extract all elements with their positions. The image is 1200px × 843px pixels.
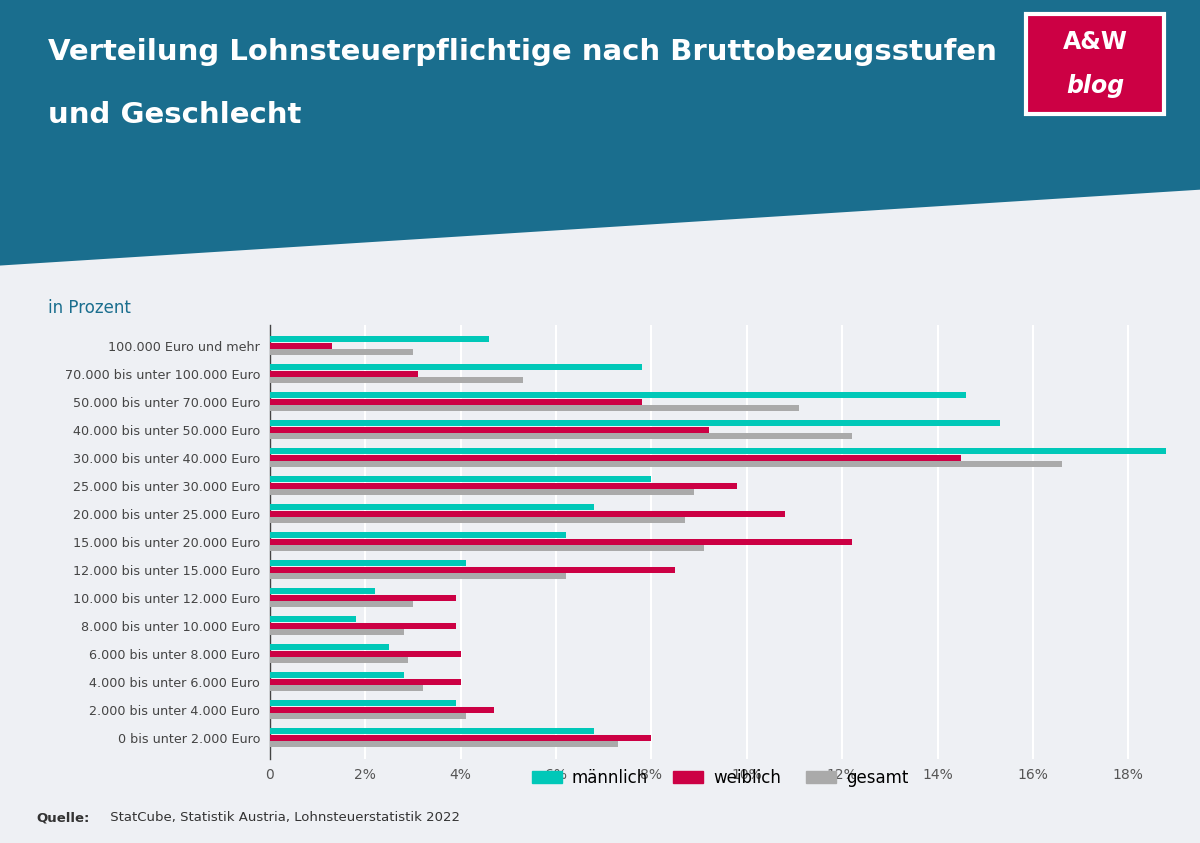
Bar bbox=[270, 601, 413, 607]
Bar bbox=[270, 685, 422, 691]
Polygon shape bbox=[0, 0, 1200, 266]
Text: Verteilung Lohnsteuerpflichtige nach Bruttobezugsstufen: Verteilung Lohnsteuerpflichtige nach Bru… bbox=[48, 38, 997, 66]
Bar bbox=[270, 399, 642, 405]
Bar bbox=[270, 532, 565, 538]
Bar bbox=[270, 545, 704, 551]
Bar bbox=[270, 461, 1062, 467]
Bar bbox=[270, 741, 618, 747]
Bar bbox=[270, 427, 709, 432]
Bar bbox=[270, 489, 695, 495]
Bar bbox=[270, 504, 594, 510]
Text: und Geschlecht: und Geschlecht bbox=[48, 101, 301, 129]
Bar bbox=[270, 349, 413, 355]
Bar bbox=[270, 706, 494, 712]
Legend: männlich, weiblich, gesamt: männlich, weiblich, gesamt bbox=[532, 769, 908, 787]
Bar bbox=[270, 651, 461, 657]
Text: A&W: A&W bbox=[1062, 30, 1128, 54]
Bar bbox=[270, 518, 685, 524]
Text: StatCube, Statistik Austria, Lohnsteuerstatistik 2022: StatCube, Statistik Austria, Lohnsteuers… bbox=[106, 812, 460, 824]
Bar bbox=[270, 588, 374, 594]
Text: blog: blog bbox=[1066, 74, 1124, 98]
Bar bbox=[270, 364, 642, 370]
Bar bbox=[270, 448, 1166, 454]
Bar bbox=[270, 623, 456, 629]
Bar bbox=[270, 377, 523, 383]
Bar bbox=[270, 713, 466, 719]
Bar bbox=[270, 420, 1000, 426]
Bar bbox=[270, 476, 652, 482]
FancyBboxPatch shape bbox=[1026, 14, 1164, 114]
Bar bbox=[270, 336, 490, 342]
Bar bbox=[270, 616, 356, 622]
Bar bbox=[270, 629, 403, 635]
Bar bbox=[270, 735, 652, 741]
Bar bbox=[270, 566, 676, 572]
Bar bbox=[270, 342, 332, 348]
Bar bbox=[270, 594, 456, 600]
Bar bbox=[270, 644, 389, 650]
Text: Quelle:: Quelle: bbox=[36, 812, 89, 824]
Bar bbox=[270, 679, 461, 685]
Bar bbox=[270, 392, 966, 398]
Bar bbox=[270, 371, 418, 377]
Bar bbox=[270, 658, 408, 663]
Bar bbox=[270, 573, 565, 579]
Bar bbox=[270, 672, 403, 678]
Text: in Prozent: in Prozent bbox=[48, 299, 131, 317]
Bar bbox=[270, 405, 799, 411]
Bar bbox=[270, 433, 852, 439]
Bar bbox=[270, 701, 456, 706]
Bar bbox=[270, 728, 594, 734]
Bar bbox=[270, 511, 785, 517]
Bar bbox=[270, 483, 737, 489]
Bar bbox=[270, 454, 961, 460]
Bar bbox=[270, 539, 852, 545]
Bar bbox=[270, 560, 466, 566]
